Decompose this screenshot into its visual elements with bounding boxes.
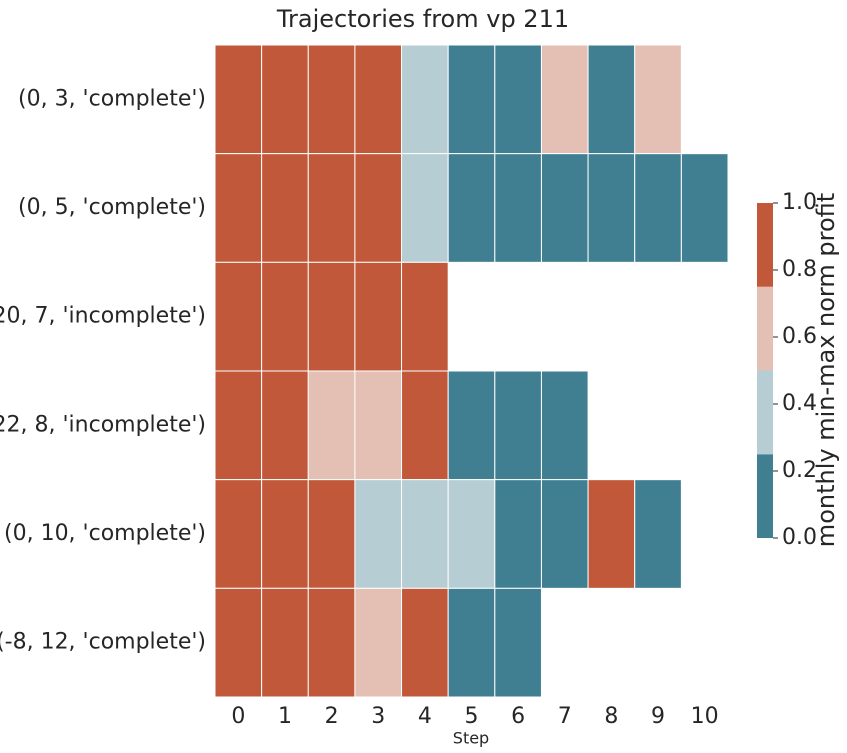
heatmap-cell	[680, 153, 729, 263]
colorbar-segment	[757, 370, 773, 455]
heatmap-cell	[401, 153, 449, 263]
colorbar-tick-label: 0.4	[782, 391, 817, 416]
heatmap-cell	[214, 261, 263, 372]
heatmap-cell	[214, 587, 263, 698]
heatmap-cell	[214, 479, 263, 589]
colorbar-tick-label: 0.8	[782, 257, 817, 282]
heatmap-cell	[261, 479, 309, 589]
heatmap-cell	[214, 153, 263, 263]
colorbar-segment	[757, 286, 773, 371]
y-tick-label: (0, 10, 'complete')	[4, 521, 206, 546]
x-tick-label: 1	[278, 704, 292, 729]
heatmap-cell	[540, 479, 589, 589]
heatmap-cell	[494, 479, 542, 589]
x-tick-label: 9	[651, 704, 665, 729]
heatmap-cell	[401, 370, 449, 481]
heatmap-cell	[587, 479, 636, 589]
colorbar-tick-label: 0.6	[782, 324, 817, 349]
heatmap-cell	[354, 479, 403, 589]
colorbar-tick-label: 0.2	[782, 458, 817, 483]
heatmap-cell	[540, 370, 589, 481]
heatmap-cell	[307, 261, 356, 372]
heatmap-cell	[354, 153, 403, 263]
heatmap-cell	[401, 44, 449, 155]
heatmap-cell	[261, 587, 309, 698]
chart-title: Trajectories from vp 211	[276, 5, 569, 33]
heatmap-cell	[354, 370, 403, 481]
heatmap-cell	[447, 44, 496, 155]
heatmap-cell	[261, 370, 309, 481]
x-tick-label: 2	[325, 704, 339, 729]
heatmap-cell	[354, 587, 403, 698]
heatmap-cell	[401, 587, 449, 698]
heatmap-cell	[354, 44, 403, 155]
y-tick-label: (-8, 12, 'complete')	[0, 630, 206, 655]
colorbar-segment	[757, 454, 773, 538]
heatmap-cell	[634, 479, 682, 589]
heatmap-cell	[214, 370, 263, 481]
heatmap-cell	[494, 44, 542, 155]
heatmap-cell	[447, 370, 496, 481]
colorbar-segment	[757, 203, 773, 287]
y-tick-label: (-22, 8, 'incomplete')	[0, 412, 206, 437]
y-tick-label: (0, 3, 'complete')	[18, 86, 206, 111]
x-axis-label: Step	[453, 729, 489, 748]
x-tick-label: 5	[465, 704, 479, 729]
heatmap-cell	[307, 153, 356, 263]
heatmap-cell	[587, 153, 636, 263]
x-tick-label: 3	[371, 704, 385, 729]
x-tick-label: 7	[558, 704, 572, 729]
heatmap-cell	[634, 44, 682, 155]
heatmap-cell	[587, 44, 636, 155]
heatmap-cell	[214, 44, 263, 155]
heatmap-cell	[494, 587, 542, 698]
heatmap-cell	[401, 479, 449, 589]
heatmap-cell	[494, 153, 542, 263]
heatmap-cell	[540, 153, 589, 263]
heatmap-cell	[447, 153, 496, 263]
heatmap-cell	[494, 370, 542, 481]
heatmap-cell	[307, 479, 356, 589]
colorbar-tick-label: 0.0	[782, 525, 817, 550]
heatmap-cell	[307, 370, 356, 481]
x-tick-label: 10	[691, 704, 719, 729]
y-tick-label: (-20, 7, 'incomplete')	[0, 304, 206, 329]
heatmap-cell	[261, 44, 309, 155]
heatmap-cell	[634, 153, 682, 263]
heatmap-cell	[261, 153, 309, 263]
x-tick-label: 6	[511, 704, 525, 729]
x-tick-label: 8	[604, 704, 618, 729]
heatmap-cell	[540, 44, 589, 155]
x-tick-label: 4	[418, 704, 432, 729]
x-tick-label: 0	[231, 704, 245, 729]
colorbar-tick-label: 1.0	[782, 190, 817, 215]
heatmap-cell	[447, 587, 496, 698]
y-tick-label: (0, 5, 'complete')	[18, 195, 206, 220]
heatmap-cell	[354, 261, 403, 372]
heatmap-cell	[307, 587, 356, 698]
heatmap-cell	[307, 44, 356, 155]
colorbar-label: monthly min-max norm profit	[812, 193, 840, 547]
heatmap-cell	[261, 261, 309, 372]
heatmap-cell	[447, 479, 496, 589]
heatmap-cell	[401, 261, 449, 372]
